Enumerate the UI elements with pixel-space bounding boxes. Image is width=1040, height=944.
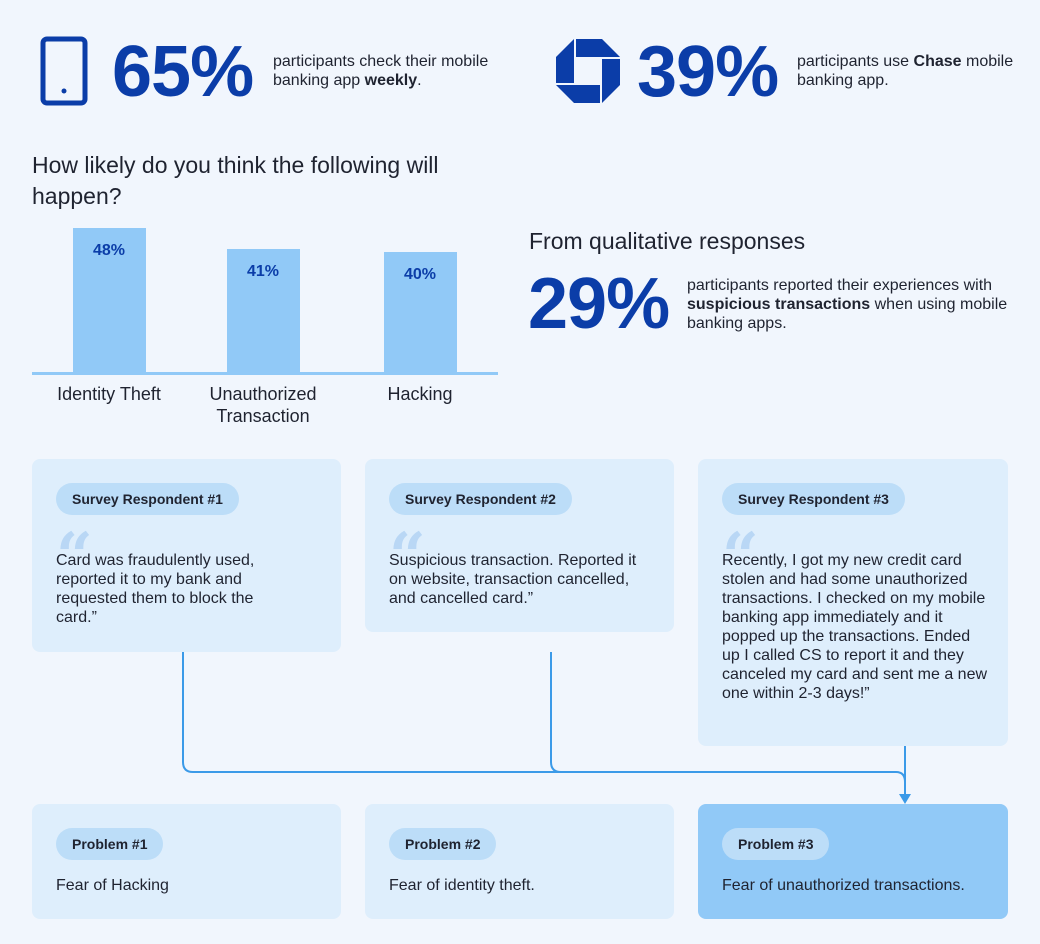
respondent-card-1: Survey Respondent #1 “ Card was fraudule…	[32, 459, 341, 652]
stat-chase-value: 39%	[637, 32, 779, 112]
stat-weekly-text: participants check their mobile banking …	[273, 52, 513, 90]
problem-badge: Problem #1	[56, 828, 164, 860]
category-label: Unauthorized Transaction	[209, 384, 317, 426]
qualitative-text-end: when using mobile banking apps.	[687, 296, 1008, 332]
problem-card-2: Problem #2 Fear of identity theft.	[365, 804, 674, 919]
respondent-badge: Survey Respondent #2	[389, 483, 572, 515]
bar-value-label: 48%	[92, 242, 126, 259]
quote-icon: “	[722, 519, 759, 594]
stat-chase-text-end: mobile banking app.	[797, 53, 1014, 89]
stat-chase-bold: Chase	[913, 53, 962, 70]
stat-weekly-text-part: participants check their mobile banking …	[273, 53, 489, 89]
stat-weekly-text-end: .	[417, 72, 422, 89]
chart-baseline	[32, 372, 498, 375]
mobile-phone-icon	[40, 36, 88, 106]
category-label: Hacking	[387, 384, 453, 404]
respondent-quote: Recently, I got my new credit card stole…	[722, 552, 988, 702]
respondent-badge: Survey Respondent #3	[722, 483, 905, 515]
bar-chart: 48% Identity Theft 41% Unauthorized Transac…	[32, 220, 500, 440]
respondent-quote: Card was fraudulently used, reported it …	[56, 552, 255, 626]
problem-badge: Problem #3	[722, 828, 830, 860]
respondent-badge: Survey Respondent #1	[56, 483, 239, 515]
bar: 40%	[383, 252, 457, 372]
stat-weekly-bold: weekly	[364, 72, 418, 89]
problem-card-3: Problem #3 Fear of unauthorized transact…	[698, 804, 1008, 919]
respondent-quote: Suspicious transaction. Reported it on w…	[389, 552, 637, 607]
respondent-card-3: Survey Respondent #3 “ Recently, I got m…	[698, 459, 1008, 746]
bar-value-label: 41%	[246, 263, 280, 280]
quote-icon: “	[389, 519, 426, 594]
problem-text: Fear of Hacking	[56, 877, 169, 894]
problem-text: Fear of unauthorized transactions.	[722, 877, 965, 894]
stat-chase-text: participants use Chase mobile banking ap…	[797, 52, 1037, 90]
problem-card-1: Problem #1 Fear of Hacking	[32, 804, 341, 919]
problem-badge: Problem #2	[389, 828, 497, 860]
qualitative-heading: From qualitative responses	[529, 228, 806, 254]
chart-title: How likely do you think the following wi…	[32, 152, 439, 209]
qualitative-text-part: participants reported their experiences …	[687, 277, 993, 294]
bar: 48%	[72, 228, 146, 372]
quote-icon: “	[56, 519, 93, 594]
qualitative-value: 29%	[528, 264, 670, 344]
category-label: Identity Theft	[57, 384, 161, 404]
bar-value-label: 40%	[403, 266, 437, 283]
bar: 41%	[226, 249, 300, 372]
respondent-card-2: Survey Respondent #2 “ Suspicious transa…	[365, 459, 674, 632]
stat-weekly-value: 65%	[112, 32, 254, 112]
qualitative-bold: suspicious transactions	[687, 296, 871, 313]
problem-text: Fear of identity theft.	[389, 877, 535, 894]
stat-chase-text-part: participants use	[797, 53, 914, 70]
qualitative-text: participants reported their experiences …	[687, 276, 1017, 333]
chase-logo-icon	[556, 39, 620, 103]
